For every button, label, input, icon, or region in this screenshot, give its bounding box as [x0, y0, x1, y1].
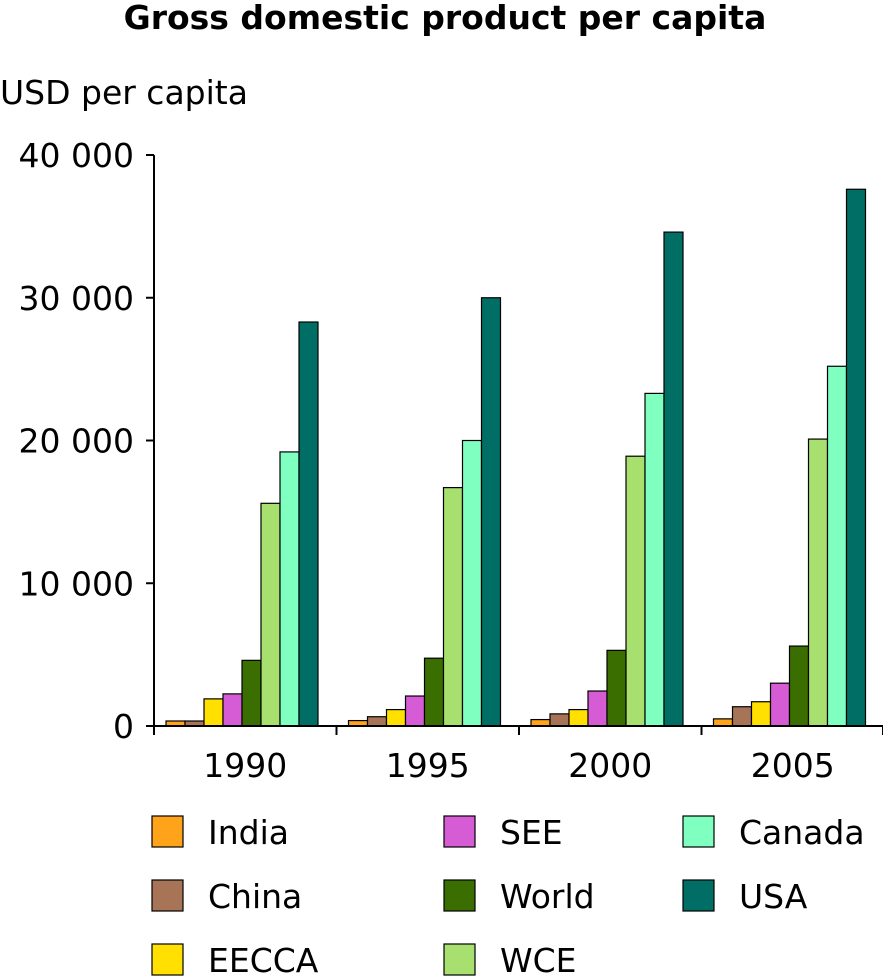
x-tick-label: 2005: [751, 746, 835, 785]
legend-swatch-world: [443, 879, 476, 912]
y-tick-label: 10 000: [19, 564, 134, 603]
bar-see-2000: [587, 690, 608, 727]
bar-eecca-1990: [203, 698, 224, 727]
bar-world-2005: [788, 645, 810, 727]
bar-wce-1995: [442, 487, 464, 727]
legend-swatch-canada: [682, 815, 715, 848]
bar-see-2005: [769, 682, 791, 727]
legend-swatch-eecca: [151, 943, 184, 976]
legend-label-usa: USA: [739, 877, 808, 916]
bar-usa-1990: [298, 321, 319, 727]
x-tick-label: 2000: [568, 746, 652, 785]
bar-canada-1995: [461, 439, 483, 727]
legend-label-eecca: EECCA: [208, 941, 319, 979]
x-tick-label: 1995: [386, 746, 470, 785]
plot-area: 0 10 000 20 000 30 000 40 000 1990 1995 2000 200…: [19, 136, 883, 785]
legend-label-wce: WCE: [500, 941, 577, 979]
y-tick-label: 40 000: [19, 136, 134, 175]
bar-canada-1990: [279, 451, 300, 727]
legend-swatch-usa: [682, 879, 715, 912]
legend-swatch-india: [151, 815, 184, 848]
bar-wce-2005: [807, 438, 829, 727]
legend-swatch-wce: [443, 943, 476, 976]
legend: India China EECCA SEE World WCE Canada USA: [151, 813, 865, 979]
bar-eecca-2005: [750, 701, 772, 727]
bar-wce-2000: [625, 455, 646, 727]
bar-usa-2005: [845, 188, 867, 727]
bar-china-1995: [366, 716, 388, 727]
bar-wce-1990: [260, 502, 281, 727]
bar-india-2005: [712, 718, 734, 727]
bar-world-1995: [423, 657, 445, 727]
legend-label-world: World: [500, 877, 595, 916]
y-tick-label: 20 000: [19, 422, 134, 461]
legend-label-india: India: [208, 813, 289, 852]
y-axis-label: USD per capita: [0, 73, 248, 112]
bar-world-1990: [241, 659, 262, 727]
bar-see-1995: [404, 695, 426, 727]
legend-label-see: SEE: [500, 813, 563, 852]
y-tick-label: 0: [113, 707, 134, 746]
legend-label-canada: Canada: [739, 813, 865, 852]
bar-see-1990: [222, 693, 243, 727]
x-tick-label: 1990: [203, 746, 287, 785]
legend-label-china: China: [208, 877, 302, 916]
y-tick-label: 30 000: [19, 279, 134, 318]
bar-world-2000: [606, 649, 627, 727]
bar-china-2000: [549, 713, 570, 727]
bar-eecca-1995: [385, 708, 407, 727]
chart-title: Gross domestic product per capita: [124, 0, 767, 37]
bar-canada-2000: [644, 392, 665, 727]
bar-eecca-2000: [568, 708, 589, 727]
bar-usa-2000: [663, 231, 684, 727]
legend-swatch-china: [151, 879, 184, 912]
bar-canada-2005: [826, 365, 848, 727]
bar-china-2005: [731, 706, 753, 727]
legend-swatch-see: [443, 815, 476, 848]
bar-usa-1995: [480, 297, 502, 727]
